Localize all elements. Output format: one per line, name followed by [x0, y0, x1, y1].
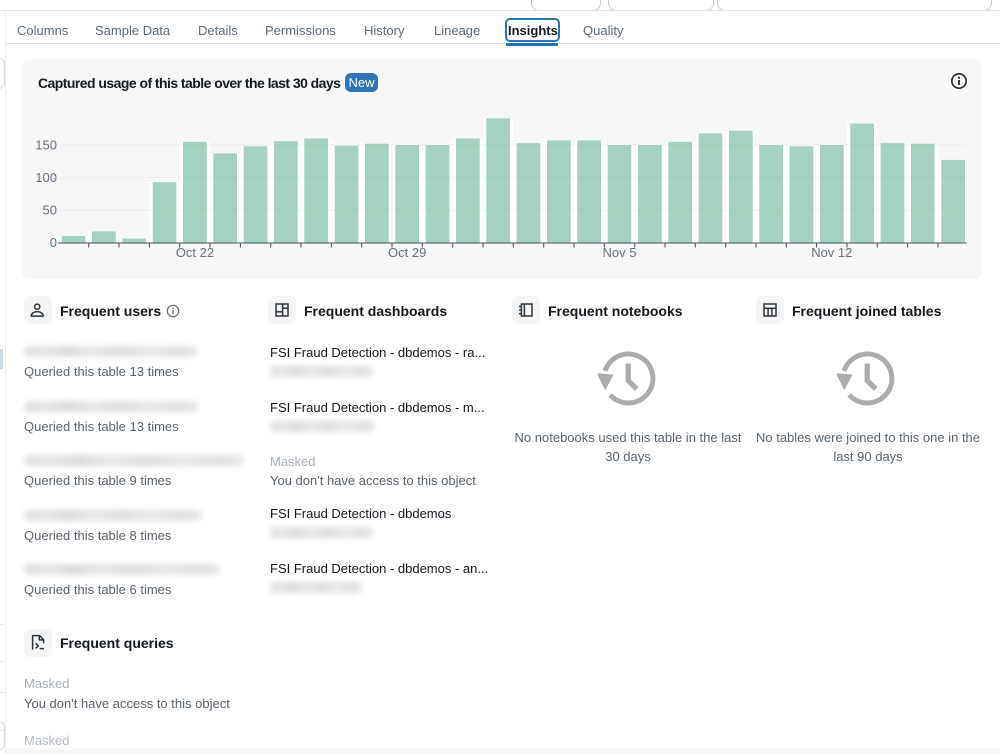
svg-text:100: 100: [35, 170, 57, 185]
svg-text:Oct 22: Oct 22: [176, 245, 214, 260]
svg-text:0: 0: [50, 235, 57, 250]
svg-text:Nov 12: Nov 12: [811, 245, 852, 260]
svg-text:Oct 29: Oct 29: [388, 245, 426, 260]
svg-text:Nov 5: Nov 5: [603, 245, 637, 260]
svg-text:50: 50: [43, 203, 57, 218]
svg-text:150: 150: [35, 138, 57, 153]
